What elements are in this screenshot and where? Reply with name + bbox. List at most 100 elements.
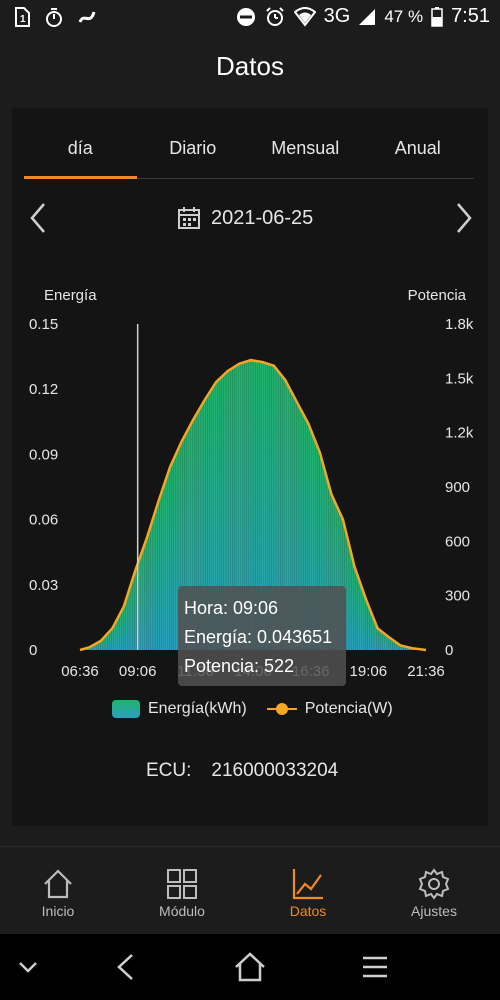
energy-bar	[355, 573, 358, 650]
energy-bar	[259, 360, 262, 650]
ecu-value: 216000033204	[211, 760, 339, 781]
energy-bar	[179, 444, 181, 650]
energy-bar	[100, 640, 103, 650]
energy-bar	[309, 429, 312, 650]
energy-bar	[213, 385, 216, 650]
chevron-right-icon[interactable]	[452, 198, 476, 238]
energy-bar	[129, 586, 131, 650]
left-tick-label: 0.15	[29, 316, 58, 333]
energy-bar	[361, 589, 364, 650]
energy-bar	[167, 472, 170, 650]
right-tick-label: 0	[445, 642, 453, 659]
energy-bar	[330, 494, 333, 650]
energy-bar	[263, 361, 266, 650]
energy-bar	[225, 373, 227, 650]
energy-bar	[253, 359, 256, 650]
energy-bar	[163, 483, 166, 650]
energy-bar	[205, 396, 208, 650]
energy-bar	[390, 638, 393, 650]
energy-bar	[123, 605, 126, 650]
energy-bar	[284, 381, 287, 650]
tab-mensual[interactable]: Mensual	[271, 138, 340, 158]
nav-modulo[interactable]: Módulo	[132, 867, 232, 919]
nav-datos[interactable]: Datos	[258, 867, 358, 919]
energy-bar	[242, 361, 245, 650]
energy-bar	[106, 634, 108, 650]
energy-bar	[398, 644, 400, 650]
energy-legend-swatch[interactable]	[112, 700, 140, 718]
energy-bar	[340, 515, 343, 650]
energy-bar	[363, 595, 366, 650]
energy-bar	[328, 487, 331, 650]
energy-bar	[184, 433, 187, 650]
system-navigation	[0, 934, 500, 1000]
energy-bar	[113, 623, 116, 650]
energy-bar	[177, 449, 179, 650]
tooltip-hora: Hora: 09:06	[184, 598, 279, 618]
energy-bar	[107, 632, 110, 650]
energy-bar	[332, 498, 335, 650]
left-axis-title: Energía	[44, 287, 97, 304]
status-bar: 1 3G 47 % 7:51	[0, 0, 500, 36]
left-tick-label: 0.09	[29, 446, 58, 463]
energy-bar	[219, 378, 222, 650]
energy-bar	[399, 645, 402, 650]
energy-bar	[357, 579, 360, 650]
home-button-icon[interactable]	[230, 950, 270, 984]
energy-bar	[359, 584, 362, 650]
energy-bar	[175, 453, 177, 650]
energy-bar	[180, 440, 183, 650]
chart-tooltip: Hora: 09:06 Energía: 0.043651 Potencia: …	[178, 586, 346, 686]
energy-bar	[307, 424, 310, 650]
energy-bar	[394, 641, 397, 650]
energy-bar	[190, 422, 193, 650]
tab-anual[interactable]: Anual	[394, 138, 441, 158]
energy-bar	[154, 512, 156, 650]
energy-bar	[282, 378, 285, 650]
energy-bar	[353, 568, 356, 650]
energy-bar	[173, 457, 176, 650]
energy-bar	[134, 568, 137, 650]
energy-bar	[348, 544, 350, 650]
power-legend-marker[interactable]	[266, 700, 297, 718]
energy-bar	[196, 412, 199, 650]
energy-bar	[217, 380, 220, 650]
wifi-icon	[293, 6, 316, 27]
nav-inicio[interactable]: Inicio	[8, 867, 108, 919]
menu-icon[interactable]	[355, 950, 395, 984]
energy-bar	[373, 619, 375, 650]
energy-bar	[298, 406, 300, 650]
energy-bar	[152, 518, 154, 650]
energy-bar	[104, 636, 106, 650]
tab-diario[interactable]: Diario	[169, 138, 217, 158]
energy-bar	[165, 477, 168, 650]
energy-power-chart[interactable]: Energía Potencia 0.15 0.12 0.09 0.06 0.03 0 1…	[12, 278, 488, 698]
nav-ajustes[interactable]: Ajustes	[384, 867, 484, 919]
energy-bar	[317, 448, 320, 650]
energy-bar	[182, 437, 185, 650]
tab-dia[interactable]: día	[24, 108, 137, 179]
chevron-left-icon[interactable]	[26, 198, 50, 238]
energy-bar	[257, 360, 260, 650]
x-tick-label: 19:06	[350, 663, 388, 680]
energy-bar	[98, 642, 101, 650]
energy-bar	[367, 605, 370, 650]
ecu-label: ECU:	[146, 760, 192, 781]
energy-bar	[207, 393, 210, 650]
energy-bar	[132, 574, 135, 650]
energy-bar	[94, 644, 97, 650]
data-card: día Diario Mensual Anual 2021-06-25 Ener…	[12, 108, 488, 826]
energy-bar	[275, 368, 277, 650]
bottom-navigation: Inicio Módulo Datos Ajustes	[0, 846, 500, 935]
energy-bar	[286, 384, 289, 650]
energy-bar	[405, 646, 408, 650]
gear-icon	[418, 868, 450, 900]
date-picker[interactable]: 2021-06-25	[177, 206, 313, 230]
energy-bar	[159, 495, 162, 650]
nav-datos-label: Datos	[289, 903, 327, 919]
grid-icon	[167, 869, 197, 899]
back-icon[interactable]	[106, 950, 146, 984]
chevron-down-icon[interactable]	[8, 950, 48, 984]
energy-bar	[250, 358, 252, 650]
right-tick-label: 1.2k	[445, 425, 474, 442]
